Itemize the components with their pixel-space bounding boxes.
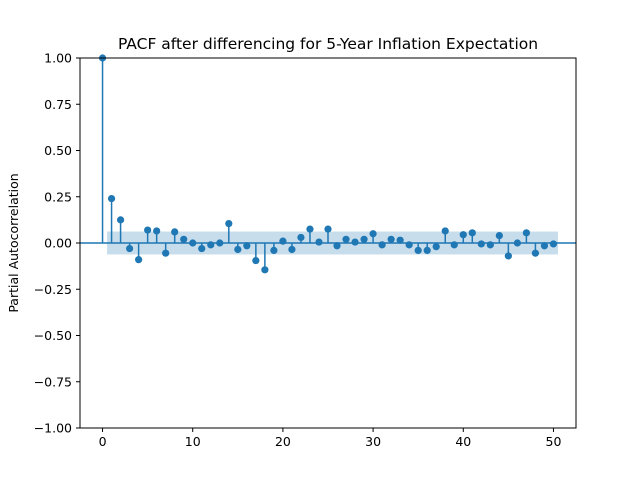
marker-lag-5 xyxy=(144,226,152,234)
y-tick-label: −0.50 xyxy=(34,328,72,343)
y-tick-label: 0.50 xyxy=(44,143,72,158)
marker-lag-37 xyxy=(432,243,440,251)
marker-lag-7 xyxy=(162,249,170,257)
y-axis-label: Partial Autocorrelation xyxy=(6,173,21,312)
marker-lag-32 xyxy=(387,235,395,243)
marker-lag-28 xyxy=(351,238,359,246)
y-tick-label: −1.00 xyxy=(34,421,72,436)
marker-lag-13 xyxy=(216,239,224,247)
marker-lag-12 xyxy=(207,241,215,249)
marker-lag-3 xyxy=(126,244,134,253)
marker-lag-4 xyxy=(135,256,143,264)
marker-lag-43 xyxy=(486,241,494,249)
y-tick-label: 0.75 xyxy=(44,97,72,112)
marker-lag-22 xyxy=(297,233,305,242)
y-tick-label: 0.25 xyxy=(44,189,72,204)
marker-lag-49 xyxy=(540,242,549,250)
marker-lag-36 xyxy=(423,246,431,254)
x-tick-label: 50 xyxy=(546,434,562,449)
marker-lag-29 xyxy=(360,235,368,243)
marker-lag-47 xyxy=(522,229,531,237)
marker-lag-50 xyxy=(549,240,558,248)
marker-lag-20 xyxy=(279,237,287,245)
marker-lag-10 xyxy=(189,239,197,247)
x-tick-label: 10 xyxy=(185,434,201,449)
y-tick-label: 1.00 xyxy=(44,51,72,66)
marker-lag-8 xyxy=(171,228,179,236)
marker-lag-24 xyxy=(315,238,323,246)
marker-lag-44 xyxy=(495,232,503,240)
x-tick-label: 30 xyxy=(365,434,381,449)
marker-lag-30 xyxy=(369,230,377,238)
marker-lag-26 xyxy=(333,242,341,250)
x-axis: 0 10 20 30 40 50 xyxy=(99,428,562,449)
marker-lag-15 xyxy=(234,245,242,254)
x-tick-label: 40 xyxy=(455,434,471,449)
y-axis: 1.00 0.75 0.50 0.25 0.00 −0.25 −0.50 −0.75 −1.00 xyxy=(34,51,80,436)
marker-lag-25 xyxy=(324,225,332,233)
x-tick-label: 20 xyxy=(275,434,291,449)
marker-lag-35 xyxy=(414,246,422,254)
marker-lag-19 xyxy=(270,246,278,254)
marker-lag-18 xyxy=(261,266,269,274)
marker-lag-27 xyxy=(342,235,350,243)
y-tick-label: −0.25 xyxy=(34,282,72,297)
marker-lag-16 xyxy=(243,242,251,250)
marker-lag-38 xyxy=(441,227,449,235)
marker-lag-2 xyxy=(116,216,125,224)
marker-lag-33 xyxy=(396,236,404,244)
marker-lag-40 xyxy=(459,231,467,239)
marker-lag-11 xyxy=(198,244,206,253)
markers-layer xyxy=(98,54,558,274)
marker-lag-6 xyxy=(153,227,161,235)
marker-lag-31 xyxy=(378,241,386,249)
marker-lag-41 xyxy=(468,229,476,237)
y-tick-label: −0.75 xyxy=(34,374,72,389)
marker-lag-14 xyxy=(225,219,233,228)
y-tick-label: 0.00 xyxy=(44,236,72,251)
marker-lag-17 xyxy=(252,256,260,265)
chart-title: PACF after differencing for 5-Year Infla… xyxy=(118,35,538,53)
marker-lag-21 xyxy=(288,245,296,254)
marker-lag-23 xyxy=(306,225,314,233)
marker-lag-46 xyxy=(513,239,521,247)
marker-lag-39 xyxy=(450,241,458,249)
marker-lag-1 xyxy=(107,195,116,203)
marker-lag-48 xyxy=(531,249,540,257)
marker-lag-34 xyxy=(405,241,413,249)
x-tick-label: 0 xyxy=(99,434,107,449)
marker-lag-45 xyxy=(504,252,512,260)
marker-lag-9 xyxy=(180,235,188,243)
marker-lag-42 xyxy=(477,240,485,248)
